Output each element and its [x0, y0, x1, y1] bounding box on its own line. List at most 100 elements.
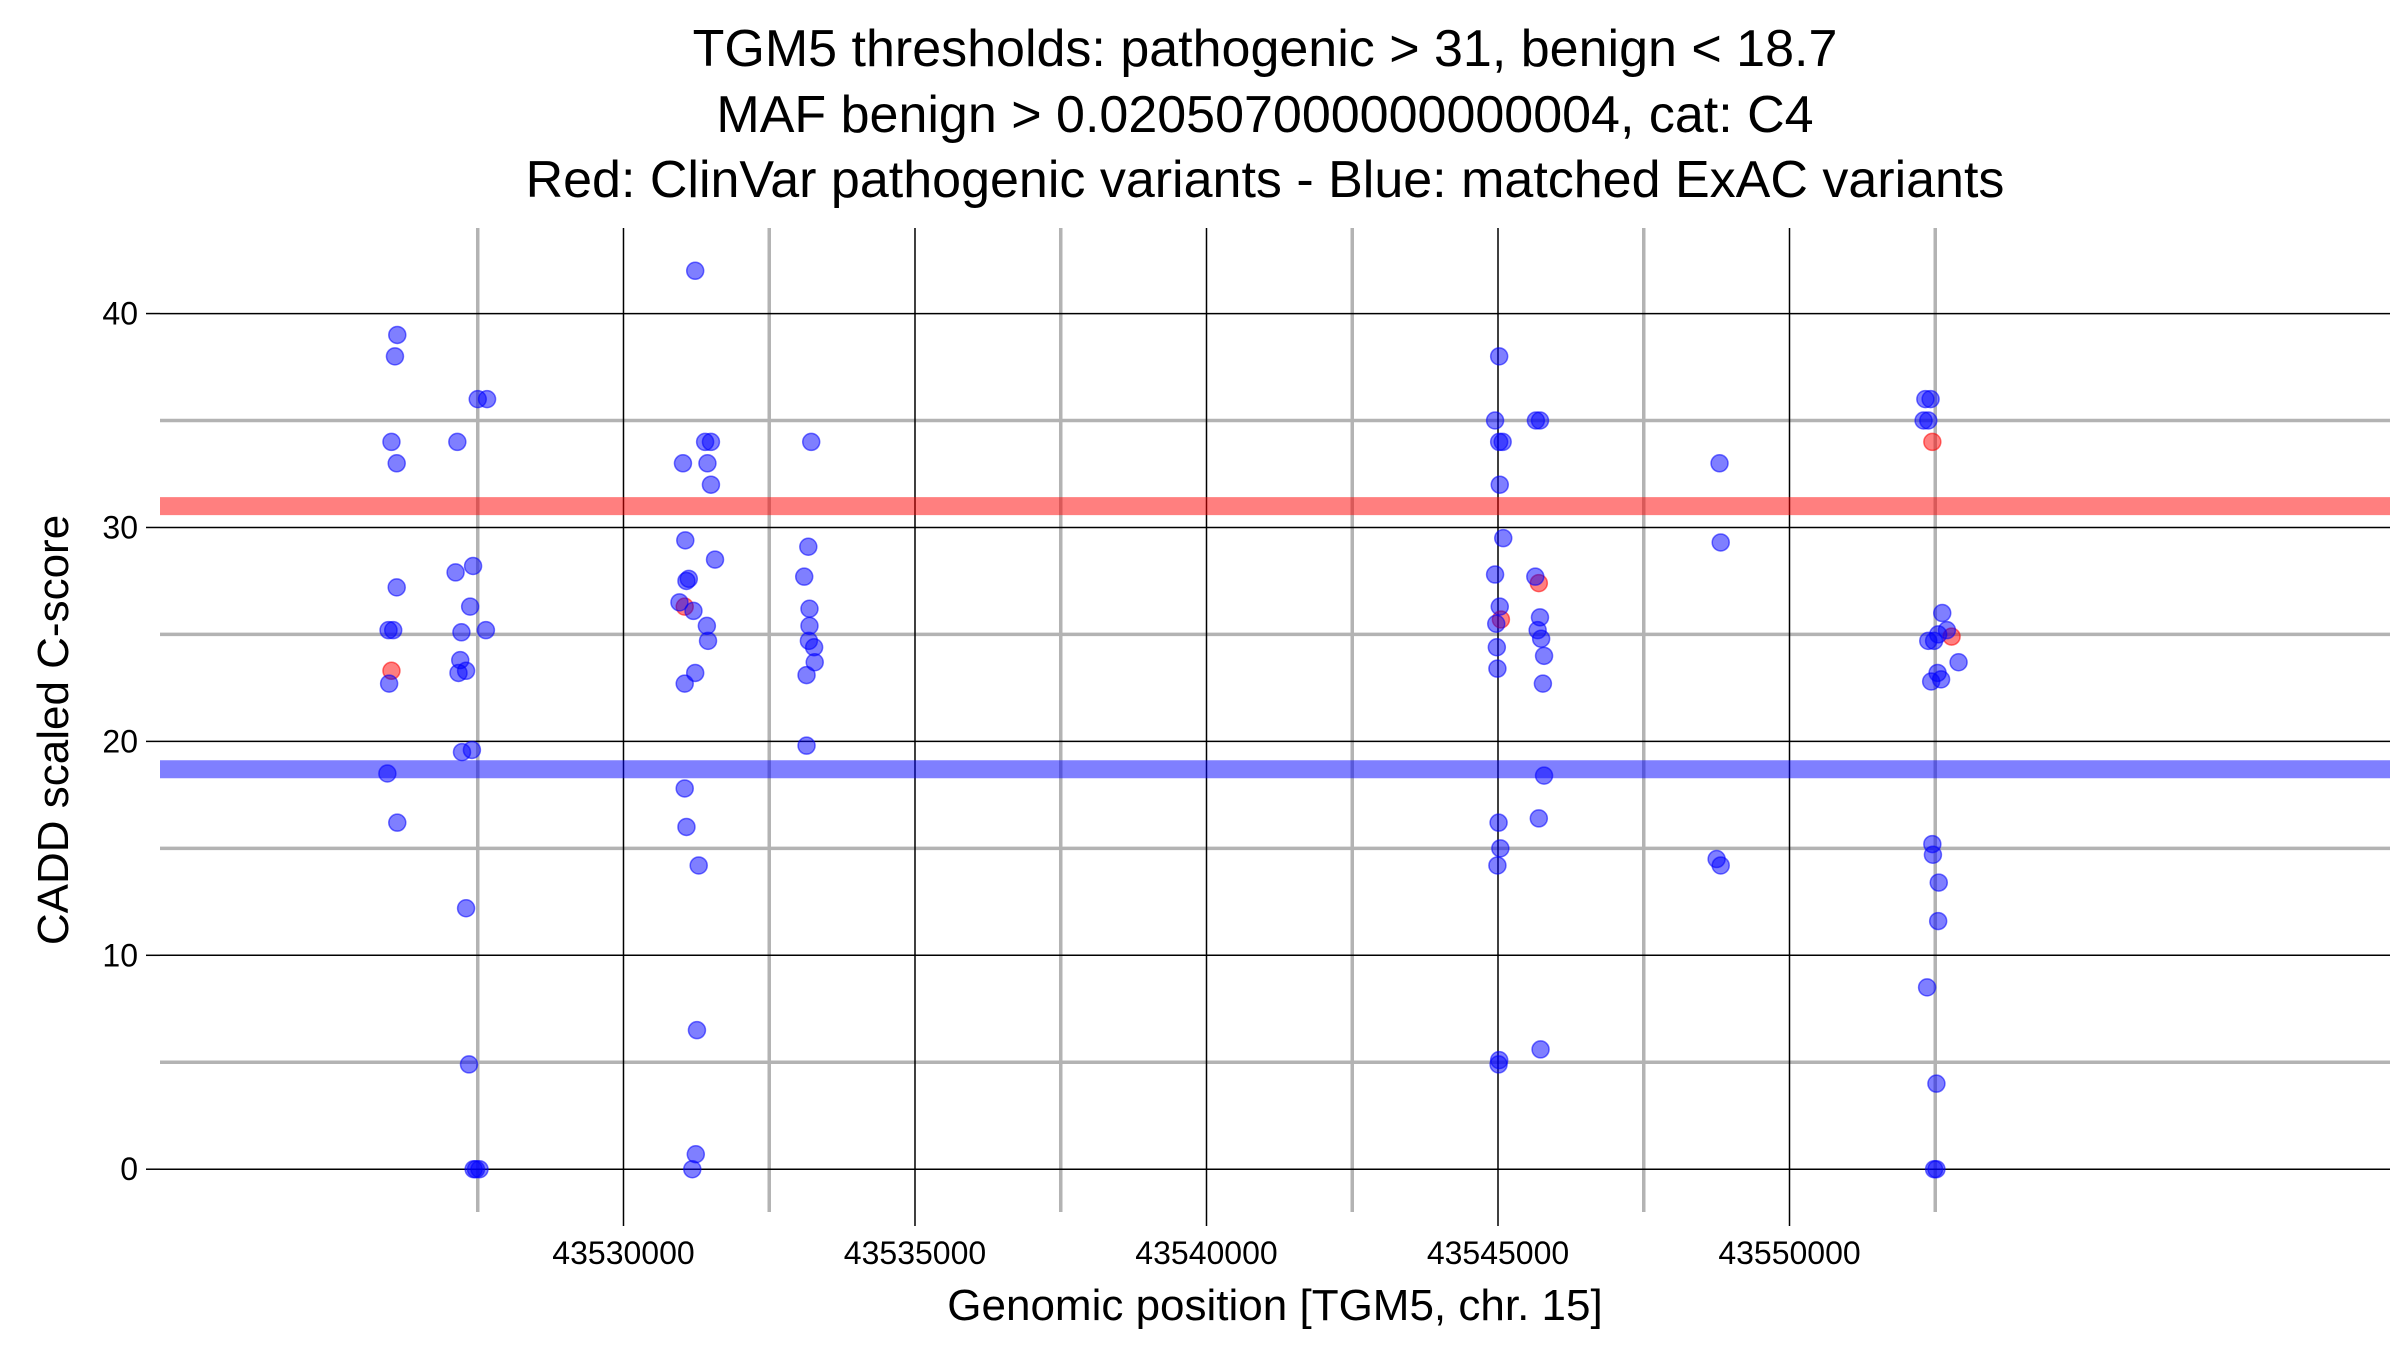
benign-point — [675, 674, 694, 693]
benign-point — [378, 764, 397, 783]
benign-point — [675, 779, 694, 798]
benign-point — [385, 347, 405, 366]
benign-point — [1488, 856, 1507, 875]
benign-point — [382, 432, 401, 452]
benign-point — [683, 1159, 702, 1179]
benign-point — [383, 620, 403, 640]
benign-point — [446, 563, 465, 582]
data-points — [378, 261, 1968, 1179]
benign-point — [387, 454, 406, 473]
benign-point — [470, 1159, 489, 1179]
benign-point — [1493, 432, 1512, 452]
benign-point — [1949, 652, 1968, 672]
benign-point — [799, 537, 818, 556]
benign-point — [1491, 839, 1510, 858]
x-tick-label: 43545000 — [1427, 1235, 1569, 1271]
benign-point — [463, 556, 483, 576]
benign-point — [477, 389, 497, 409]
y-tick-label: 40 — [102, 296, 138, 332]
chart-title-line-1: TGM5 thresholds: pathogenic > 31, benign… — [693, 20, 1838, 78]
benign-point — [1710, 454, 1729, 473]
benign-point — [689, 856, 708, 875]
benign-point — [676, 531, 695, 550]
y-tick-label: 0 — [120, 1151, 138, 1187]
benign-point — [1490, 597, 1509, 616]
y-axis-title: CADD scaled C-score — [29, 515, 78, 945]
chart-title-line-3: Red: ClinVar pathogenic variants - Blue:… — [526, 151, 2005, 209]
benign-point — [1928, 911, 1948, 931]
benign-point — [462, 740, 482, 760]
benign-point — [387, 578, 406, 597]
benign-point — [456, 661, 476, 681]
benign-point — [452, 623, 471, 642]
benign-point — [679, 569, 699, 589]
benign-point — [1921, 672, 1941, 691]
benign-point — [687, 1020, 707, 1040]
benign-point — [701, 432, 721, 452]
benign-point — [684, 601, 703, 621]
benign-point — [797, 736, 816, 755]
y-tick-label: 30 — [102, 509, 138, 545]
benign-point — [1489, 1055, 1508, 1074]
benign-point — [1933, 603, 1952, 623]
benign-point — [677, 817, 696, 837]
x-axis-title: Genomic position [TGM5, chr. 15] — [947, 1281, 1602, 1330]
benign-point — [1485, 411, 1505, 430]
benign-point — [1485, 565, 1505, 584]
benign-point — [1924, 631, 1944, 651]
benign-point — [670, 593, 689, 612]
benign-point — [1487, 638, 1507, 657]
benign-point — [1711, 533, 1730, 552]
benign-point — [800, 599, 819, 619]
pathogenic-point — [1923, 432, 1942, 452]
x-tick-label: 43535000 — [844, 1235, 986, 1271]
benign-point — [1489, 813, 1508, 832]
benign-point — [698, 454, 717, 473]
chart-title-line-2: MAF benign > 0.020507000000000004, cat: … — [716, 86, 1813, 144]
benign-point — [1929, 873, 1949, 892]
x-tick-label: 43550000 — [1718, 1235, 1860, 1271]
plot-grid — [160, 228, 2390, 1212]
benign-point — [460, 597, 480, 616]
benign-point — [1533, 674, 1553, 693]
benign-point — [388, 813, 407, 832]
benign-point — [388, 325, 407, 345]
benign-point — [705, 550, 725, 569]
benign-point — [1927, 1074, 1946, 1093]
y-tick-label: 10 — [102, 937, 138, 973]
benign-point — [1534, 766, 1554, 785]
benign-point — [701, 475, 721, 494]
threshold-lines — [160, 497, 2390, 779]
benign-point — [1711, 856, 1730, 875]
benign-point — [1493, 528, 1513, 548]
benign-point — [673, 454, 693, 473]
benign-point — [1489, 347, 1509, 366]
benign-point — [476, 620, 496, 640]
benign-point — [1921, 389, 1940, 409]
benign-point — [1923, 845, 1943, 865]
benign-point — [1531, 1040, 1550, 1059]
benign-point — [1919, 411, 1938, 430]
chart-title: TGM5 thresholds: pathogenic > 31, benign… — [526, 20, 2005, 209]
benign-point — [1488, 659, 1507, 678]
x-tick-label: 43540000 — [1135, 1235, 1277, 1271]
benign-point — [1531, 629, 1551, 648]
benign-point — [1529, 809, 1549, 828]
benign-point — [448, 432, 467, 452]
benign-point — [1917, 978, 1937, 997]
x-tick-label: 43530000 — [552, 1235, 694, 1271]
benign-point — [686, 1144, 706, 1164]
benign-point — [698, 631, 718, 651]
benign-point — [456, 898, 476, 918]
benign-point — [1534, 646, 1554, 666]
benign-point — [459, 1055, 479, 1074]
y-tick-label: 20 — [102, 723, 138, 759]
benign-point — [1927, 1159, 1946, 1179]
benign-point — [685, 261, 705, 281]
benign-point — [1487, 614, 1506, 633]
benign-point — [801, 432, 821, 452]
benign-point — [1526, 567, 1545, 586]
benign-point — [797, 665, 816, 685]
benign-point — [794, 567, 814, 586]
